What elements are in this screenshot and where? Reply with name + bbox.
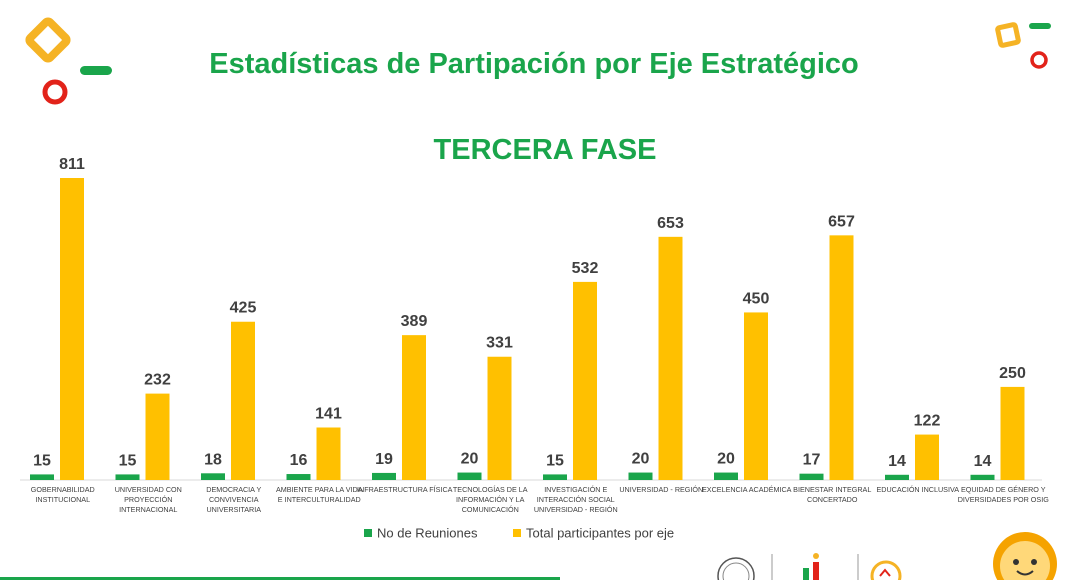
legend-label-0: No de Reuniones [377, 526, 478, 541]
data-label-reuniones-3: 16 [290, 452, 308, 469]
data-label-reuniones-0: 15 [33, 452, 51, 469]
bar-participantes-5 [487, 356, 512, 480]
chart-subtitle: TERCERA FASE [433, 134, 657, 166]
bar-participantes-8 [744, 312, 768, 480]
bar-reuniones-8 [714, 472, 738, 480]
category-label-10: EDUCACIÓN INCLUSIVA [876, 485, 959, 494]
bar-reuniones-11 [970, 474, 995, 480]
bar-reuniones-3 [286, 474, 311, 480]
category-label-9: BIENESTAR INTEGRAL CONCERTADO [793, 485, 871, 504]
bar-reuniones-10 [885, 474, 909, 480]
category-label-6: INVESTIGACIÓN E INTERACCIÓN SOCIAL UNIVERS… [534, 485, 618, 514]
bar-participantes-3 [316, 427, 341, 480]
data-label-participantes-8: 450 [743, 290, 770, 307]
data-label-reuniones-10: 14 [888, 453, 906, 470]
bar-participantes-0 [60, 178, 84, 480]
legend-swatch-1 [513, 529, 521, 537]
bar-participantes-7 [658, 236, 683, 480]
data-label-participantes-9: 657 [828, 213, 855, 230]
bar-reuniones-6 [543, 474, 567, 480]
data-label-participantes-6: 532 [572, 260, 599, 277]
bar-reuniones-4 [372, 472, 396, 480]
bar-participantes-10 [915, 434, 939, 480]
category-label-1: UNIVERSIDAD CON PROYECCIÓN INTERNACIONAL [115, 485, 182, 514]
bar-participantes-2 [231, 321, 255, 480]
data-label-reuniones-1: 15 [119, 452, 137, 469]
data-label-reuniones-9: 17 [803, 452, 821, 469]
footer-logos-icon [717, 553, 902, 580]
page-title: Estadísticas de Partipación por Eje Estr… [209, 48, 859, 80]
category-label-7: UNIVERSIDAD - REGIÓN [619, 485, 703, 494]
legend-swatch-0 [364, 529, 372, 537]
logo-decoration-left-icon [25, 17, 112, 105]
bar-participantes-11 [1000, 386, 1025, 480]
data-label-reuniones-7: 20 [632, 451, 650, 468]
data-label-reuniones-4: 19 [375, 451, 393, 468]
bar-reuniones-9 [799, 473, 824, 480]
bar-reuniones-1 [115, 474, 140, 480]
data-label-participantes-3: 141 [315, 405, 342, 422]
data-label-reuniones-11: 14 [974, 453, 992, 470]
data-label-participantes-10: 122 [914, 413, 941, 430]
bar-participantes-9 [829, 235, 854, 480]
logo-decoration-right-icon [995, 22, 1051, 69]
data-label-reuniones-6: 15 [546, 452, 564, 469]
category-label-2: DEMOCRACIA Y CONVIVENCIA UNIVERSITARIA [206, 485, 261, 514]
bar-reuniones-7 [628, 472, 653, 480]
data-label-participantes-2: 425 [230, 300, 257, 317]
category-label-3: AMBIENTE PARA LA VIDA E INTERCULTURALIDAD [276, 485, 363, 504]
category-label-8: EXCELENCIA ACADÉMICA [702, 485, 792, 494]
data-label-participantes-0: 811 [59, 156, 85, 173]
bar-participantes-4 [402, 335, 426, 480]
legend-label-1: Total participantes por eje [526, 526, 674, 541]
data-label-participantes-11: 250 [999, 365, 1026, 382]
data-label-reuniones-8: 20 [717, 451, 735, 468]
category-label-5: TECNOLOGÍAS DE LA INFORMACIÓN Y LA COMUNIC… [453, 485, 528, 514]
data-label-participantes-7: 653 [657, 215, 684, 232]
data-label-participantes-1: 232 [144, 372, 171, 389]
bar-participantes-1 [145, 393, 170, 480]
footer-divider [0, 577, 560, 580]
category-label-11: EQUIDAD DE GÉNERO Y DIVERSIDADES POR OSIG [958, 485, 1049, 504]
data-label-reuniones-5: 20 [461, 451, 479, 468]
mascot-face-icon [993, 532, 1057, 580]
data-label-reuniones-2: 18 [204, 451, 222, 468]
bar-reuniones-2 [201, 473, 225, 480]
data-label-participantes-5: 331 [486, 335, 513, 352]
bar-reuniones-0 [30, 474, 54, 480]
bar-reuniones-5 [457, 472, 482, 480]
bar-participantes-6 [573, 281, 597, 480]
category-label-4: INFRAESTRUCTURA FÍSICA [357, 485, 453, 494]
category-label-0: GOBERNABILIDAD INSTITUCIONAL [31, 485, 95, 504]
data-label-participantes-4: 389 [401, 313, 428, 330]
